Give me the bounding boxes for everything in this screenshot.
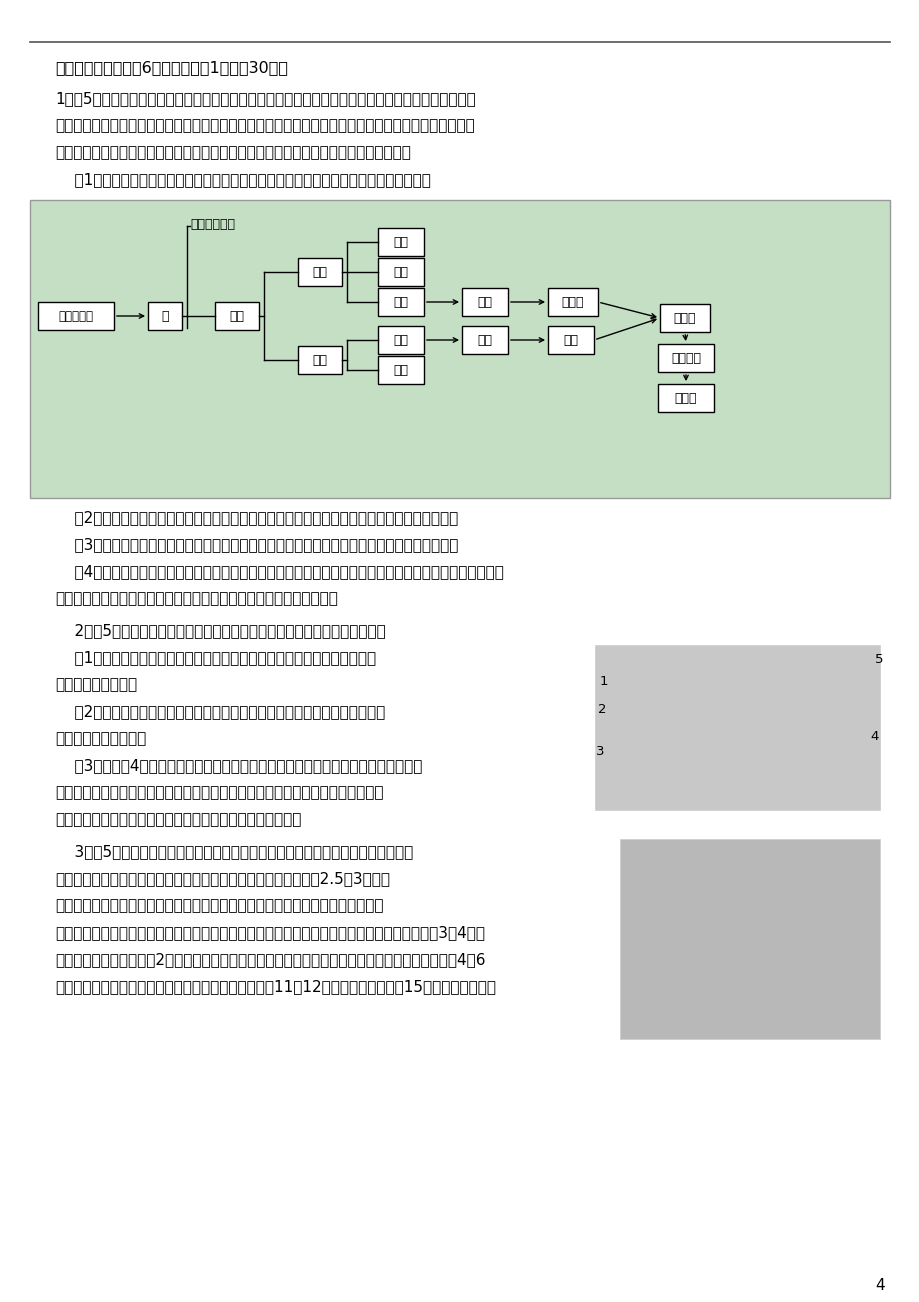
Bar [461,326,507,354]
Text: 1: 1 [599,674,607,687]
Bar [148,302,182,329]
Text: 子房: 子房 [393,296,408,309]
Text: （4）从进化上看，有性生殖比无性生殖高等，更有利于植物＿＿＿＿＿＿＿＿＿＿＿＿。但无性生殖可以: （4）从进化上看，有性生殖比无性生殖高等，更有利于植物＿＿＿＿＿＿＿＿＿＿＿＿。… [55,564,504,579]
Text: 枚。卵灰白色，布满褐色斑点。雌雄轮流孵卵。孵化期11～12天。雏鸟全身裸露，15天以后才能出飞自: 枚。卵灰白色，布满褐色斑点。雌雄轮流孵卵。孵化期11～12天。雏鸟全身裸露，15… [55,979,495,993]
Text: 图中＿＿＿＿＿＿内。: 图中＿＿＿＿＿＿内。 [55,730,146,746]
Bar [378,228,424,256]
Bar [378,258,424,286]
Text: 花蕊: 花蕊 [229,310,244,323]
Text: 受精卵: 受精卵 [673,311,696,324]
Text: 3: 3 [596,745,604,758]
Text: 花柱: 花柱 [393,266,408,279]
Text: 4: 4 [869,730,878,743]
Bar [298,346,342,374]
Text: （1）有些药物经常被封装在淀粉制成的胶囊中服用，目的是为了避免对图: （1）有些药物经常被封装在淀粉制成的胶囊中服用，目的是为了避免对图 [55,650,376,665]
Bar [657,344,713,372]
Text: 5: 5 [874,654,882,667]
Text: 在较短时间内获得大量性状一致的个体，并能保持＿＿＿＿＿＿＿＿。: 在较短时间内获得大量性状一致的个体，并能保持＿＿＿＿＿＿＿＿。 [55,591,337,605]
Bar [548,288,597,316]
Text: 内。在地面活动时双脚跳跃前进，不耐远飞，鸣声喧噪。主要以谷物为食。当谷物: 内。在地面活动时双脚跳跃前进，不耐远飞，鸣声喧噪。主要以谷物为食。当谷物 [55,898,383,913]
Text: 种子的胚: 种子的胚 [670,352,700,365]
Bar [657,384,713,411]
Text: 花粉: 花粉 [477,333,492,346]
Text: 3．（5分）麻雀是鸟纲雀形目文鸟科麻雀属鸟类的通称（如右图），国家二级保护: 3．（5分）麻雀是鸟纲雀形目文鸟科麻雀属鸟类的通称（如右图），国家二级保护 [55,844,413,859]
Text: 花萼、花冠等: 花萼、花冠等 [190,217,234,230]
Text: 卵细胞: 卵细胞 [562,296,584,309]
Text: 始繁殖，每年至少可繁殖2窝。巢简陋，以草茎、羽毛等构成，大都建在屋檐下和墙洞中。每窝产卵4～6: 始繁殖，每年至少可繁殖2窝。巢简陋，以草茎、羽毛等构成，大都建在屋檐下和墙洞中。… [55,952,485,967]
Text: 成熟时，多集结成群飞向农田吃谷物。繁殖期食部分昆虫，并以昆虫育雏。繁殖力强。在北方，3～4月开: 成熟时，多集结成群飞向农田吃谷物。繁殖期食部分昆虫，并以昆虫育雏。繁殖力强。在北… [55,924,484,940]
Text: （2）产生胆汁的器官是图中＿＿＿＿＿＿，胆汁在释放到小肠之前，储存在: （2）产生胆汁的器官是图中＿＿＿＿＿＿，胆汁在释放到小肠之前，储存在 [55,704,385,719]
Text: 病人来说，控制体内＿＿＿＿＿＿＿的长期稳定是首要任务。: 病人来说，控制体内＿＿＿＿＿＿＿的长期稳定是首要任务。 [55,812,301,827]
Bar [461,288,507,316]
Bar [619,838,879,1039]
Text: 中＿＿＿＿的刺激。: 中＿＿＿＿的刺激。 [55,677,137,691]
Text: 二、简答题（本大题6个小题，每空1分，共30分）: 二、简答题（本大题6个小题，每空1分，共30分） [55,60,288,76]
Text: 成熟的植株: 成熟的植株 [59,310,94,323]
Bar [548,326,594,354]
Text: 尿病。近年来，我国该病的发病率持续升高，已成为世界第一糖尿病大国。就糖尿: 尿病。近年来，我国该病的发病率持续升高，已成为世界第一糖尿病大国。就糖尿 [55,785,383,799]
Bar [378,288,424,316]
Text: 胚珠: 胚珠 [477,296,492,309]
Text: （2）不同植物开花的时间不同。影响花开放的外界因素主要是＿＿＿＿＿＿＿＿＿＿＿＿＿。: （2）不同植物开花的时间不同。影响花开放的外界因素主要是＿＿＿＿＿＿＿＿＿＿＿＿… [55,510,458,525]
Bar [378,355,424,384]
Text: 雌蕊: 雌蕊 [312,266,327,279]
Text: 柱头: 柱头 [393,236,408,249]
Text: （1）植物的生殖分为有性生殖和无性生殖两类，两者的区别在于有无＿＿＿＿＿＿＿。: （1）植物的生殖分为有性生殖和无性生殖两类，两者的区别在于有无＿＿＿＿＿＿＿。 [55,172,430,187]
Text: （3）被子植物的有性生殖需要依次完成＿＿＿＿＿＿＿＿＿＿＿＿＿＿＿＿＿＿等生理过程。: （3）被子植物的有性生殖需要依次完成＿＿＿＿＿＿＿＿＿＿＿＿＿＿＿＿＿＿等生理过… [55,536,458,552]
Text: 新植株: 新植株 [674,392,697,405]
Text: 花: 花 [161,310,168,323]
Text: 1．（5分）被子植物是现代植物界中种类多、分布广、适应性强的一个类群。被子植物的一个显著特征: 1．（5分）被子植物是现代植物界中种类多、分布广、适应性强的一个类群。被子植物的… [55,91,475,105]
Text: 2: 2 [597,703,606,716]
Text: 可以利用营养器官进行无性生殖。下图为被子植物有性生殖图解。请据图回答下列问题：: 可以利用营养器官进行无性生殖。下图为被子植物有性生殖图解。请据图回答下列问题： [55,145,411,160]
Bar [215,302,259,329]
Text: 花药: 花药 [393,333,408,346]
Text: 精子: 精子 [562,333,578,346]
Text: 是具有真正的花，所以被子植物又叫有花植物。绝大多数被子植物不但可以通过双受精进行有性生殖，还: 是具有真正的花，所以被子植物又叫有花植物。绝大多数被子植物不但可以通过双受精进行… [55,118,474,133]
Text: 动物。麻雀栖息于居民点和田野附近。白天四处觅食，活动范围在2.5～3千米以: 动物。麻雀栖息于居民点和田野附近。白天四处觅食，活动范围在2.5～3千米以 [55,871,390,885]
Bar [38,302,114,329]
Bar [659,303,709,332]
Bar [595,644,879,810]
Text: 雄蕊: 雄蕊 [312,354,327,366]
Text: 4: 4 [874,1279,884,1293]
Bar [30,201,889,497]
Bar [378,326,424,354]
Text: 花丝: 花丝 [393,363,408,376]
Bar [298,258,342,286]
Text: （3）图中（4）能分泌胰岛素。当人体内胰岛素＿＿＿＿＿＿＿＿＿时，就会引发糖: （3）图中（4）能分泌胰岛素。当人体内胰岛素＿＿＿＿＿＿＿＿＿时，就会引发糖 [55,758,422,773]
Text: 2．（5分）右下图是人体消化系统部分器官模式图，请据图回答下列问题：: 2．（5分）右下图是人体消化系统部分器官模式图，请据图回答下列问题： [55,622,385,638]
